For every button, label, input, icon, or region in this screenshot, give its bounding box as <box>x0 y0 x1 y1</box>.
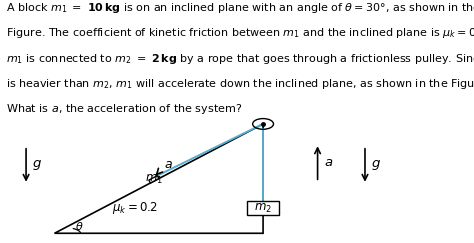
Text: $a$: $a$ <box>164 158 173 171</box>
Text: What is $a$, the acceleration of the system?: What is $a$, the acceleration of the sys… <box>6 102 242 116</box>
Text: Figure. The coefficient of kinetic friction between $m_1$ and the inclined plane: Figure. The coefficient of kinetic frict… <box>6 26 474 41</box>
Text: $\mu_k = 0.2$: $\mu_k = 0.2$ <box>112 200 158 216</box>
Text: $m_2$: $m_2$ <box>254 201 272 215</box>
Text: $\theta$: $\theta$ <box>75 220 84 232</box>
Text: $a$: $a$ <box>324 156 333 169</box>
Text: $m_1$: $m_1$ <box>145 173 163 186</box>
Text: $g$: $g$ <box>32 158 42 172</box>
Text: $m_1$ is connected to $m_2$ $=$ $\mathbf{2\,kg}$ by a rope that goes through a f: $m_1$ is connected to $m_2$ $=$ $\mathbf… <box>6 52 474 66</box>
Bar <box>247 201 279 215</box>
Text: A block $m_1$ $=$ $\mathbf{10\,kg}$ is on an inclined plane with an angle of $\t: A block $m_1$ $=$ $\mathbf{10\,kg}$ is o… <box>6 1 474 15</box>
Text: $g$: $g$ <box>371 158 381 172</box>
Polygon shape <box>149 176 159 183</box>
Text: is heavier than $m_2$, $m_1$ will accelerate down the inclined plane, as shown i: is heavier than $m_2$, $m_1$ will accele… <box>6 77 474 91</box>
